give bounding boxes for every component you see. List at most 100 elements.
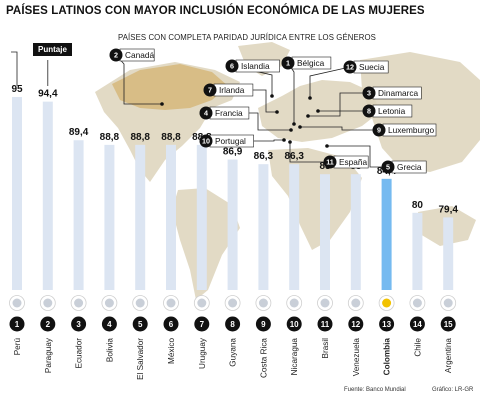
category-label-paraguay: Paraguay <box>44 337 53 373</box>
map-number-islandia: 6 <box>230 62 234 71</box>
map-label-luxemburgo: 9 Luxemburgo <box>298 123 437 137</box>
credit-note: Gráfico: LR-GR <box>432 387 474 393</box>
rank-badge-ecuador <box>71 316 87 332</box>
map-country-name-espana: España <box>339 157 368 167</box>
map-country-name-islandia: Islandia <box>241 61 270 71</box>
rank-badge-guyana <box>225 316 241 332</box>
rank-badge-paraguay <box>40 316 56 332</box>
flag-bolivia-icon <box>101 295 118 311</box>
map-label-francia: 4 Francia <box>199 106 293 132</box>
value-label-nicaragua: 86,3 <box>284 151 304 162</box>
flag-argentina-icon <box>440 295 457 311</box>
category-label-brasil: Brasil <box>321 338 330 359</box>
map-leader-luxemburgo <box>300 126 379 131</box>
flag-costa-rica-icon <box>255 295 272 311</box>
value-label-guyana: 86,9 <box>223 147 243 158</box>
map-label-grecia: 5 Grecia <box>325 144 427 174</box>
world-map <box>95 42 480 300</box>
category-label-argentina: Argentina <box>444 338 453 373</box>
rank-number-guyana: 8 <box>230 320 235 329</box>
map-country-name-letonia: Letonia <box>378 106 406 116</box>
rank-badge-argentina <box>440 316 456 332</box>
rank-badge-costa-rica <box>255 316 271 332</box>
value-label-chile: 80 <box>412 200 424 211</box>
map-country-name-dinamarca: Dinamarca <box>378 88 419 98</box>
rank-number-ecuador: 3 <box>76 320 81 329</box>
map-dot-islandia <box>270 94 274 98</box>
chart-title: PAÍSES LATINOS CON MAYOR INCLUSIÓN ECONÓ… <box>6 5 425 17</box>
map-leader-grecia <box>327 145 388 168</box>
map-labels: 1 Bélgica 2 Canadá 3 Dinamarca 4 Francia 5 Grecia… <box>109 48 437 174</box>
rank-number-venezuela: 12 <box>351 320 360 329</box>
map-number-badge-canada <box>109 48 123 62</box>
map-number-badge-luxemburgo <box>372 123 386 137</box>
map-dot-francia <box>289 128 293 132</box>
map-number-badge-suecia <box>343 60 357 74</box>
bar-uruguay <box>196 144 207 290</box>
map-number-francia: 4 <box>204 109 208 118</box>
rank-badge-peru <box>9 316 25 332</box>
map-country-name-francia: Francia <box>215 108 243 118</box>
category-label-costa-rica: Costa Rica <box>259 338 268 378</box>
flag-nicaragua-icon <box>286 295 303 311</box>
category-label-uruguay: Uruguay <box>198 337 207 369</box>
category-label-bolivia: Bolivia <box>105 338 114 363</box>
value-label-costa-rica: 86,3 <box>254 151 274 162</box>
map-number-badge-francia <box>199 106 213 120</box>
flag-paraguay-icon <box>39 295 56 311</box>
map-leader-espana <box>289 142 330 163</box>
map-leader-lines <box>11 51 49 86</box>
map-subtitle: PAÍSES CON COMPLETA PARIDAD JURÍDICA ENT… <box>118 33 376 42</box>
value-label-mexico: 88,8 <box>161 132 181 143</box>
category-label-peru: Perú <box>13 338 22 356</box>
map-number-grecia: 5 <box>386 163 390 172</box>
map-number-badge-letonia <box>362 104 376 118</box>
map-country-name-grecia: Grecia <box>397 162 422 172</box>
map-number-irlanda: 7 <box>208 86 212 95</box>
map-number-badge-grecia <box>381 160 395 174</box>
bar-brasil <box>320 174 330 290</box>
map-dot-grecia <box>325 144 329 148</box>
rank-number-bolivia: 4 <box>107 320 112 329</box>
rank-badge-mexico <box>163 316 179 332</box>
map-number-dinamarca: 3 <box>367 89 371 98</box>
category-label-el-salvador: El Salvador <box>136 338 145 380</box>
map-number-canada: 2 <box>114 51 118 60</box>
value-label-peru: 95 <box>11 84 23 95</box>
map-dot-suecia <box>308 96 312 100</box>
bar-nicaragua <box>289 164 300 290</box>
value-label-ecuador: 89,4 <box>69 127 89 138</box>
rank-badge-brasil <box>317 316 333 332</box>
category-label-ecuador: Ecuador <box>75 338 84 369</box>
bar-ecuador <box>73 140 84 290</box>
flag-el-salvador-icon <box>132 295 149 311</box>
flag-venezuela-icon <box>347 295 364 311</box>
bar-paraguay <box>42 101 53 291</box>
value-label-paraguay: 94,4 <box>38 89 58 100</box>
map-country-name-canada: Canadá <box>125 50 154 60</box>
rank-number-colombia: 13 <box>382 320 391 329</box>
flag-chile-icon <box>409 295 426 311</box>
map-number-badge-portugal <box>199 134 213 148</box>
map-number-letonia: 8 <box>367 107 371 116</box>
map-dot-irlanda <box>275 110 279 114</box>
rank-badge-el-salvador <box>132 316 148 332</box>
value-label-el-salvador: 88,8 <box>130 132 150 143</box>
flag-colombia-icon <box>378 295 395 311</box>
map-number-portugal: 10 <box>202 137 210 146</box>
category-label-colombia: Colombia <box>383 338 392 376</box>
map-dot-luxemburgo <box>298 125 302 129</box>
flag-uruguay-icon <box>193 295 210 311</box>
map-dot-belgica <box>292 122 296 126</box>
bar-colombia <box>381 178 392 290</box>
map-label-irlanda: 7 Irlanda <box>203 83 279 114</box>
score-tag: Puntaje <box>33 43 72 56</box>
rank-number-el-salvador: 5 <box>138 320 143 329</box>
rank-number-peru: 1 <box>15 320 20 329</box>
map-country-name-irlanda: Irlanda <box>219 85 245 95</box>
bar-mexico <box>166 144 176 290</box>
flag-mexico-icon <box>163 295 179 311</box>
map-dot-canada <box>160 102 164 106</box>
category-label-nicaragua: Nicaragua <box>290 338 299 376</box>
rank-badge-colombia <box>379 316 395 332</box>
